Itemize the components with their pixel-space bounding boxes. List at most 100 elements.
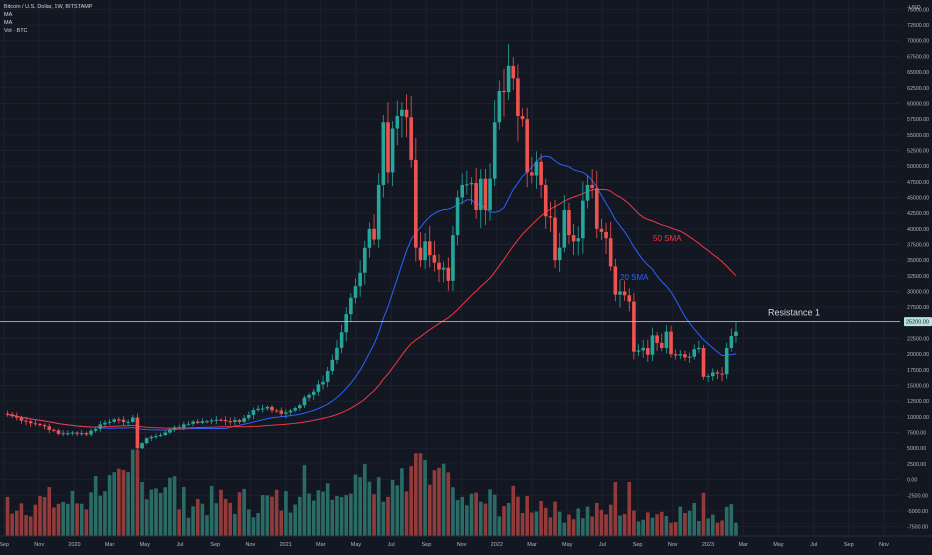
volume-bar (729, 504, 734, 536)
candle-body (571, 235, 576, 242)
volume-bar (154, 488, 158, 536)
time-tick-label: Sep (210, 542, 220, 548)
candle-body (483, 178, 488, 211)
candle-body (256, 408, 260, 410)
candle-body (534, 161, 539, 176)
volume-bar (93, 475, 98, 536)
volume-bars (5, 449, 738, 536)
time-tick-label: Jul (176, 542, 183, 548)
volume-bar (353, 474, 358, 536)
volume-bar (47, 487, 52, 536)
volume-bar (84, 509, 89, 536)
candle-body (274, 410, 279, 412)
candle-body (381, 122, 386, 185)
volume-bar (19, 503, 24, 536)
time-axis-background (0, 536, 932, 550)
volume-bar (715, 522, 720, 536)
volume-bar (608, 504, 613, 536)
candle-body (646, 347, 650, 355)
candle-body (734, 331, 738, 337)
candle-body (353, 286, 358, 298)
volume-bar (302, 465, 307, 536)
volume-bar (400, 468, 404, 536)
candle-body (38, 423, 42, 426)
symbol-title[interactable]: Bitcoin / U.S. Dollar, 1W, BITSTAMP (4, 4, 93, 10)
candle-body (140, 443, 144, 449)
volume-bar (130, 449, 135, 536)
candle-body (168, 429, 172, 433)
volume-bar (395, 485, 400, 536)
volume-bar (557, 511, 562, 536)
volume-bar (182, 487, 186, 536)
volume-bar (219, 489, 223, 536)
time-tick-label: May (773, 542, 784, 548)
price-tick-label: 57500.00 (907, 117, 929, 123)
candle-body (321, 381, 325, 385)
candle-body (112, 419, 117, 422)
price-tick-label: 22500.00 (907, 337, 929, 343)
volume-bar (655, 514, 659, 536)
candle-body (594, 188, 599, 229)
volume-bar (525, 496, 529, 536)
volume-bar (613, 482, 618, 536)
volume-bar (284, 491, 288, 536)
volume-bar (103, 491, 107, 536)
candle-body (376, 184, 381, 240)
candle-body (697, 347, 701, 350)
candle-body (362, 247, 367, 273)
candle-body (641, 347, 645, 351)
volume-bar (701, 492, 706, 536)
time-tick-label: 2023 (702, 542, 714, 548)
ma-legend-2[interactable]: MA (4, 20, 13, 26)
sma-50-label: 50 SMA (653, 234, 682, 243)
volume-bar (367, 481, 372, 536)
candle-body (548, 216, 553, 218)
volume-bar (599, 509, 604, 536)
time-axis[interactable]: Sep Nov 2020 Mar May Jul Sep Nov 2021 Mar May Jul Se… (0, 535, 932, 550)
candle-body (200, 421, 205, 423)
volume-bar (446, 472, 451, 536)
volume-bar (474, 492, 478, 536)
candle-body (432, 255, 437, 263)
volume-bar (256, 512, 260, 536)
candle-body (335, 347, 339, 360)
time-tick-label: Nov (879, 542, 889, 548)
candle-body (284, 412, 288, 414)
candle-body (497, 90, 502, 123)
time-tick-label: Jul (599, 542, 606, 548)
volume-bar (126, 472, 130, 536)
candle-body (502, 90, 506, 93)
candle-body (158, 434, 163, 437)
volume-bar (325, 483, 330, 536)
time-tick-label: Nov (246, 542, 256, 548)
candle-body (182, 424, 186, 428)
candle-body (5, 413, 10, 415)
price-tick-label: 37500.00 (907, 242, 929, 248)
candle-body (576, 238, 581, 242)
candle-body (260, 408, 265, 410)
time-tick-label: Jul (810, 542, 817, 548)
candle-body (409, 117, 413, 160)
volume-bar (112, 472, 117, 536)
candle-body (673, 354, 678, 356)
candle-body (618, 291, 622, 295)
candle-body (126, 421, 130, 423)
candle-body (724, 347, 729, 375)
candle-body (19, 417, 24, 421)
volume-bar (144, 499, 149, 536)
ma-legend-1[interactable]: MA (4, 12, 13, 18)
volume-legend[interactable]: Vol · BTC (4, 28, 28, 34)
volume-bar (52, 507, 56, 536)
candle-body (636, 350, 641, 352)
candle-body (710, 372, 715, 377)
price-tick-label: -7500.00 (907, 525, 928, 531)
candle-body (414, 159, 418, 248)
volume-bar (571, 519, 576, 536)
candle-body (367, 228, 372, 248)
candle-body (307, 394, 311, 398)
time-tick-label: May (351, 542, 362, 548)
price-tick-label: 30000.00 (907, 290, 929, 296)
